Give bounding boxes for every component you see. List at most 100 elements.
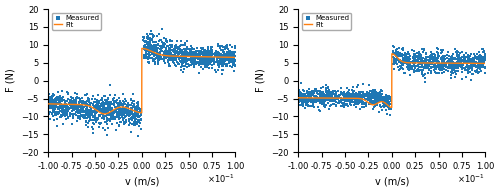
Measured <box>182 57 190 60</box>
Measured <box>395 55 403 58</box>
Measured <box>434 64 442 67</box>
Measured <box>170 58 177 61</box>
Measured <box>91 115 99 118</box>
Measured <box>358 94 366 97</box>
Measured <box>434 47 442 50</box>
Measured <box>346 98 354 101</box>
Measured <box>93 118 101 122</box>
Measured <box>202 58 209 61</box>
Measured <box>410 53 418 56</box>
Measured <box>364 93 372 96</box>
Measured <box>324 98 332 101</box>
Measured <box>144 48 152 51</box>
Measured <box>143 32 151 35</box>
Measured <box>324 93 332 96</box>
Measured <box>142 46 150 49</box>
Measured <box>434 59 442 62</box>
Measured <box>132 118 140 121</box>
Measured <box>300 94 308 97</box>
Measured <box>207 53 215 56</box>
Measured <box>214 57 222 60</box>
Measured <box>310 99 318 102</box>
Measured <box>318 93 326 96</box>
Measured <box>181 55 189 58</box>
Measured <box>103 117 111 120</box>
Measured <box>462 62 470 65</box>
Measured <box>358 94 366 97</box>
Measured <box>321 97 329 100</box>
Measured <box>140 56 148 59</box>
Measured <box>74 108 82 111</box>
Measured <box>383 103 391 106</box>
Measured <box>171 59 179 62</box>
Measured <box>169 60 177 63</box>
Measured <box>187 53 195 56</box>
Measured <box>159 41 167 44</box>
Measured <box>202 58 210 61</box>
Measured <box>50 102 58 105</box>
Fit <box>482 62 488 65</box>
Measured <box>76 111 84 114</box>
Measured <box>402 60 409 63</box>
Measured <box>117 111 125 114</box>
Measured <box>174 45 182 48</box>
Measured <box>322 94 330 97</box>
Measured <box>110 99 118 102</box>
Measured <box>424 63 432 66</box>
Measured <box>155 51 163 54</box>
Measured <box>434 59 442 62</box>
Measured <box>325 96 333 99</box>
Measured <box>89 131 97 134</box>
Measured <box>466 57 473 60</box>
Measured <box>303 94 311 98</box>
Measured <box>345 94 353 98</box>
Measured <box>357 95 365 98</box>
Measured <box>390 68 398 71</box>
Measured <box>192 61 200 64</box>
Measured <box>164 45 172 48</box>
Measured <box>54 110 62 113</box>
Measured <box>228 51 236 54</box>
Measured <box>179 70 187 73</box>
Measured <box>188 52 196 55</box>
Measured <box>156 44 164 47</box>
Measured <box>466 65 474 68</box>
Measured <box>116 108 124 111</box>
Measured <box>396 60 404 64</box>
Measured <box>360 93 368 96</box>
Measured <box>416 68 424 71</box>
Measured <box>149 49 157 52</box>
Measured <box>100 100 108 103</box>
Measured <box>309 93 317 96</box>
Measured <box>145 42 153 45</box>
Measured <box>152 57 160 60</box>
Measured <box>163 51 171 54</box>
Measured <box>299 103 307 106</box>
Measured <box>164 52 172 55</box>
Measured <box>472 60 480 63</box>
Measured <box>229 60 237 63</box>
Measured <box>120 116 128 119</box>
Measured <box>410 57 418 60</box>
Measured <box>448 61 456 64</box>
Measured <box>446 61 454 64</box>
Measured <box>220 53 228 56</box>
Measured <box>69 96 77 99</box>
Measured <box>190 58 198 61</box>
Measured <box>58 105 66 108</box>
Measured <box>362 98 370 101</box>
Measured <box>50 108 58 111</box>
Measured <box>344 95 352 98</box>
Measured <box>337 87 345 90</box>
Measured <box>67 106 75 109</box>
Measured <box>479 50 487 53</box>
Measured <box>106 84 114 87</box>
Measured <box>146 50 154 53</box>
Measured <box>120 112 128 115</box>
Measured <box>364 98 372 101</box>
Measured <box>370 94 378 98</box>
Measured <box>180 44 188 47</box>
Measured <box>96 108 104 111</box>
Measured <box>112 122 120 125</box>
Measured <box>462 65 470 68</box>
